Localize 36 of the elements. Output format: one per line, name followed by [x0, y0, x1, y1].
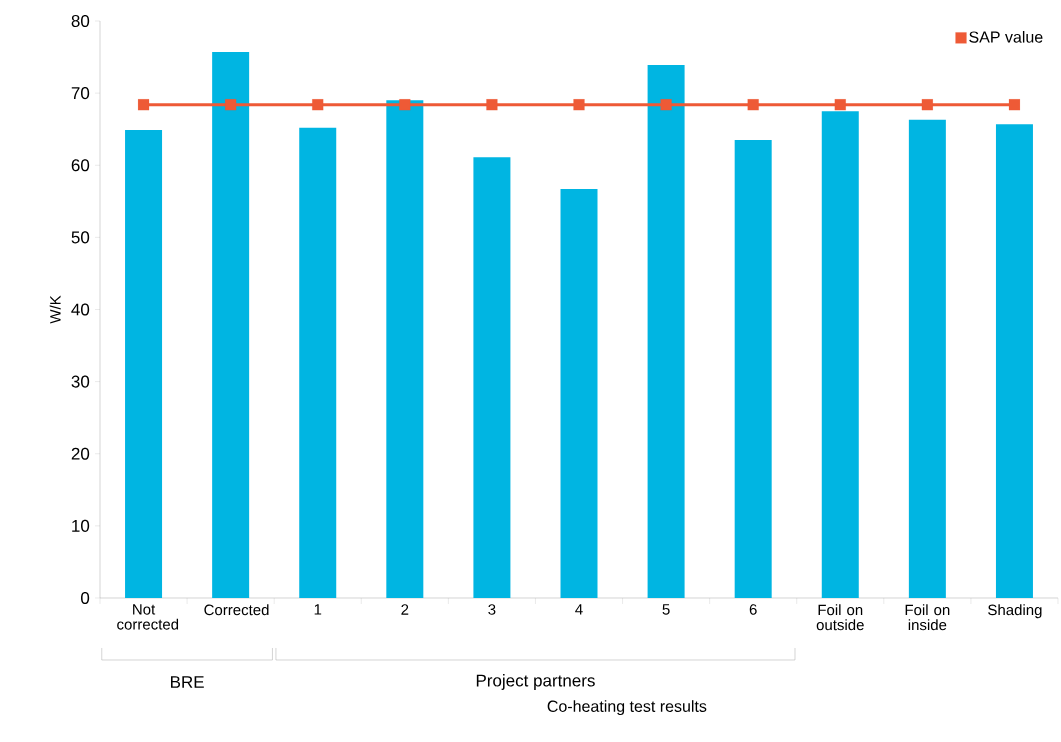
y-axis-title: W/K	[49, 295, 61, 324]
bar	[560, 189, 598, 598]
x-tick-label: 4	[575, 604, 583, 615]
bar	[821, 111, 859, 598]
x-tick-label: 5	[662, 604, 670, 615]
bar	[473, 157, 511, 598]
bar	[647, 65, 685, 598]
x-tick-label: Shading	[988, 604, 1042, 619]
x-tick-label: 6	[749, 604, 757, 615]
y-tick-label: 0	[81, 591, 90, 605]
y-tick-label: 10	[72, 519, 90, 532]
y-tick-label: 40	[71, 303, 90, 316]
bar	[386, 100, 424, 598]
y-tick-label: 50	[71, 231, 90, 244]
x-tick-label: Foil on inside	[905, 604, 950, 631]
y-tick-label: 80	[71, 14, 90, 28]
bar	[995, 124, 1033, 598]
x-axis-title: Co-heating test results	[547, 700, 707, 716]
x-tick-label: 2	[401, 604, 409, 615]
bar	[734, 140, 772, 598]
y-tick-label: 70	[71, 87, 90, 100]
text: BRE	[171, 676, 204, 688]
bar	[908, 119, 946, 598]
x-tick-label: Not corrected	[117, 604, 179, 630]
y-tick-label: 60	[71, 159, 90, 172]
bar	[212, 52, 250, 598]
x-tick-label: 1	[314, 604, 322, 615]
x-tick-label: 3	[488, 604, 496, 615]
bar	[125, 129, 163, 598]
y-tick-label: 20	[71, 447, 90, 460]
bar	[299, 127, 337, 598]
x-tick-label: Foil on outside	[816, 604, 864, 631]
y-tick-label: 30	[71, 375, 90, 388]
text: Project partners	[476, 674, 595, 690]
legend-label: SAP value	[969, 30, 1043, 43]
x-tick-label: Corrected	[204, 604, 269, 616]
